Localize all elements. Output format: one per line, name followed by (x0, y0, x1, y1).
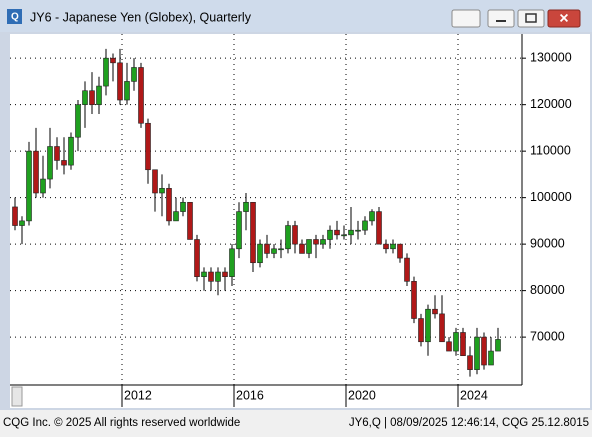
candle-body (166, 188, 172, 222)
candle-body (96, 85, 102, 105)
candle-body (54, 146, 60, 161)
candle-body (278, 248, 284, 251)
candle-body (481, 336, 487, 366)
candle-body (306, 239, 312, 254)
candle-body (474, 336, 480, 370)
candle-body (201, 271, 207, 277)
candle-body (117, 62, 123, 101)
candle-body (187, 201, 193, 240)
candle-body (460, 332, 466, 357)
candle-body (369, 211, 375, 222)
candle-body (271, 248, 277, 254)
y-tick-label: 110000 (530, 143, 571, 157)
maximize-glyph (525, 13, 537, 23)
candle-body (152, 169, 158, 194)
candle-body (194, 239, 200, 277)
candle-body (320, 239, 326, 245)
close-glyph: ✕ (559, 11, 569, 25)
link-button[interactable] (451, 9, 481, 28)
candle-body (334, 229, 340, 236)
footer-right: JY6,Q | 08/09/2025 12:46:14, CQG 25.12.8… (349, 417, 589, 429)
candle-body (285, 225, 291, 250)
status-bar (0, 410, 592, 432)
candle-body (215, 271, 221, 282)
candle-body (110, 57, 116, 64)
maximize-button[interactable] (517, 9, 545, 28)
candle-body (313, 239, 319, 245)
candle-body (411, 281, 417, 319)
candle-body (341, 234, 347, 237)
candle-body (453, 332, 459, 352)
candle-body (495, 339, 501, 352)
candle-body (124, 81, 130, 101)
candle-body (390, 243, 396, 250)
candle-body (439, 313, 445, 343)
x-tick-label: 2012 (124, 388, 152, 402)
x-tick-label: 2020 (348, 388, 376, 402)
candle-body (82, 90, 88, 105)
candle-body (61, 160, 67, 166)
window-title: JY6 - Japanese Yen (Globex), Quarterly (30, 10, 252, 24)
chart-area (10, 34, 590, 408)
y-tick-label: 130000 (530, 50, 572, 64)
candle-body (19, 220, 25, 226)
x-tick-label: 2016 (236, 388, 264, 402)
candle-body (138, 67, 144, 124)
footer-left: CQG Inc. © 2025 All rights reserved worl… (3, 417, 240, 429)
candle-body (292, 225, 298, 245)
candle-body (33, 150, 39, 194)
candle-body (446, 341, 452, 352)
candle-body (159, 188, 165, 194)
candle-body (418, 318, 424, 343)
candle-body (250, 201, 256, 264)
candle-body (131, 67, 137, 82)
candle-body (12, 206, 18, 226)
y-tick-label: 90000 (530, 236, 565, 250)
minimize-button[interactable] (487, 9, 515, 28)
candle-body (103, 57, 109, 87)
y-tick-label: 100000 (530, 190, 572, 204)
candle-body (40, 178, 46, 194)
plot: 70000 80000 90000 100000 110000 120000 130000 2… (10, 34, 572, 407)
candle-body (355, 229, 361, 232)
candle-body (327, 229, 333, 240)
app-icon-letter: Q (11, 12, 19, 23)
x-tick-label: 2024 (460, 388, 488, 402)
candle-body (467, 355, 473, 370)
candle-body (257, 243, 263, 264)
candle-body (145, 122, 151, 171)
candle-body (397, 243, 403, 259)
candle-body (75, 104, 81, 138)
y-tick-label: 120000 (530, 97, 572, 111)
candle-body (432, 308, 438, 315)
candle-body (425, 308, 431, 343)
candle-body (362, 220, 368, 231)
candle-body (376, 211, 382, 245)
close-button[interactable] (547, 9, 581, 28)
candle-body (383, 243, 389, 250)
candle-body (236, 211, 242, 250)
candle-body (264, 243, 270, 254)
candle-body (208, 271, 214, 282)
candle-body (488, 350, 494, 366)
scroll-handle[interactable] (11, 386, 23, 407)
candle-body (68, 136, 74, 166)
candle-body (243, 201, 249, 212)
y-tick-label: 80000 (530, 283, 565, 297)
candle-body (299, 243, 305, 254)
candle-body (47, 146, 53, 180)
candle-body (89, 90, 95, 105)
candle-body (173, 211, 179, 222)
candle-body (348, 229, 354, 236)
y-tick-label: 70000 (530, 329, 565, 343)
app-icon (7, 9, 22, 24)
candle-body (26, 150, 32, 222)
candle-body (229, 248, 235, 277)
candle-body (222, 271, 228, 277)
candle-body (404, 257, 410, 282)
candle-body (180, 201, 186, 212)
